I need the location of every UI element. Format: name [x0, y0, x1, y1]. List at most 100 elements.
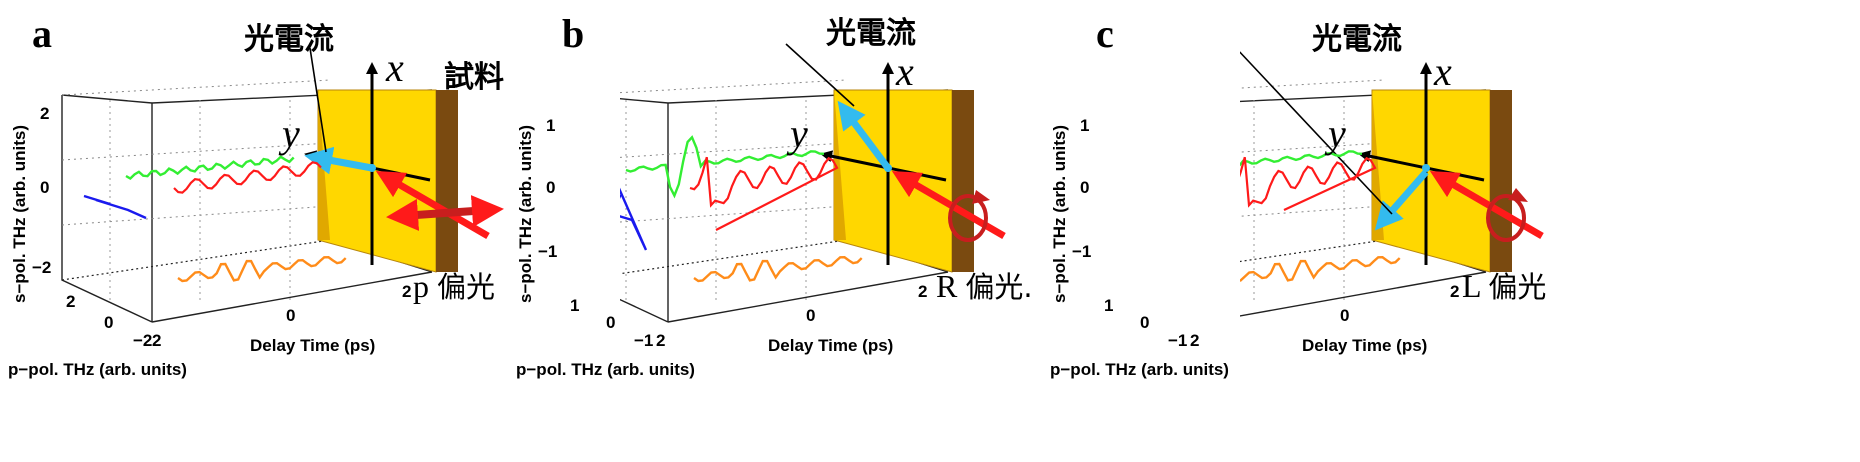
y-axis-var: y	[282, 111, 300, 156]
tick-p-mid: 0	[1140, 313, 1150, 332]
label-pointer	[1240, 51, 1393, 215]
x-axis-title: Delay Time (ps)	[1302, 336, 1428, 355]
tick-delay-2: 2	[1450, 282, 1460, 301]
polarization-text: 偏光	[1488, 270, 1547, 304]
tick-s-top: 1	[546, 116, 556, 135]
y-axis-var: y	[790, 111, 808, 156]
grid-line	[620, 142, 847, 158]
polarization-text: 偏光.	[965, 270, 1033, 304]
panel-b-plot	[620, 43, 1006, 323]
panel-label: b	[562, 11, 585, 56]
trace-delay-p	[1240, 256, 1401, 282]
tick-s-bottom: −2	[32, 258, 52, 277]
tick-s-bottom: −1	[538, 242, 558, 261]
polarization-label: R 偏光.	[936, 264, 1033, 306]
photocurrent-label: 光電流	[1312, 22, 1402, 57]
label-pointer	[785, 43, 855, 107]
y-axis-title: s−pol. THz (arb. units)	[516, 124, 535, 303]
tick-p-top: 1	[1104, 296, 1114, 315]
tick-s-mid: 0	[546, 178, 556, 197]
y-axis-var: y	[1328, 111, 1346, 156]
trace-s-p	[620, 187, 648, 251]
polarization-symbol: L	[1462, 268, 1481, 304]
sample-shade	[834, 90, 846, 240]
trace-delay-s	[1240, 150, 1363, 167]
x-axis-title: Delay Time (ps)	[768, 336, 894, 355]
grid-line	[620, 205, 847, 223]
grid-line	[61, 205, 331, 226]
box-edge-bottom	[1240, 271, 1487, 317]
grid-line	[620, 79, 847, 94]
panel-a-plot	[61, 47, 504, 323]
tick-delay-min: 2	[1190, 331, 1200, 350]
tick-p-mid: 0	[104, 313, 114, 332]
box-edge-bottom	[667, 271, 949, 323]
grid-line	[61, 142, 331, 161]
sample-face	[317, 89, 437, 273]
origin-dot	[1422, 164, 1430, 172]
trace-s-p	[83, 194, 147, 220]
panel-label: a	[32, 11, 52, 56]
sample-label: 試料	[444, 60, 504, 95]
trace-3d	[173, 161, 322, 194]
tick-s-mid: 0	[1080, 178, 1090, 197]
tick-p-bottom: −2	[133, 331, 153, 350]
grid-line	[1240, 79, 1385, 89]
polarization-symbol: p	[413, 268, 429, 304]
grid-line	[1240, 205, 1385, 217]
tick-delay-min: 2	[656, 331, 666, 350]
panel-c-plot	[1240, 51, 1544, 317]
tick-p-bottom: −1	[1168, 331, 1188, 350]
sample-side	[436, 90, 458, 272]
linear-polarization-arrow	[386, 195, 504, 231]
x-axis-title: Delay Time (ps)	[250, 336, 376, 355]
tick-delay-0: 0	[286, 306, 296, 325]
panel-c: c 光電流 x y L 偏光 1 0 −1 1 0 −1 2 0 2 Delay…	[1050, 0, 1860, 462]
box-edge-back-bottom	[1240, 239, 1385, 263]
tick-delay-2: 2	[402, 282, 412, 301]
sample-side	[1490, 90, 1512, 272]
box-edge-back-bottom	[620, 239, 847, 275]
trace-3d	[689, 156, 839, 231]
panel-a: a 光電流 試料 x y p 偏光 2 0 −2 2 0 −2 2 0 2 De…	[0, 0, 620, 462]
box-edge-bottom	[151, 271, 433, 323]
trace-delay-p	[177, 256, 347, 283]
tick-p-bottom: −1	[634, 331, 654, 350]
panel-b: b 光電流 x y R 偏光. 1 0 −1 1 0 −1 2 0 2 Dela…	[516, 0, 1240, 462]
tick-delay-2: 2	[918, 282, 928, 301]
trace-3d	[1240, 156, 1377, 211]
tick-s-bottom: −1	[1072, 242, 1092, 261]
polarization-symbol: R	[936, 268, 958, 304]
y-axis-title: s−pol. THz (arb. units)	[10, 124, 29, 303]
label-pointer	[309, 47, 327, 153]
origin-dot	[884, 164, 892, 172]
box-edge-topleft	[620, 98, 669, 104]
x-axis-var: x	[1434, 49, 1452, 94]
photocurrent-label: 光電流	[826, 16, 916, 51]
trace-delay-s	[125, 155, 295, 181]
grid-line	[1240, 142, 1385, 153]
sample-face	[1371, 89, 1491, 273]
photocurrent-label: 光電流	[244, 22, 334, 57]
circular-polarization-ring	[948, 194, 988, 242]
sample-side	[952, 90, 974, 272]
tick-s-mid: 0	[40, 178, 50, 197]
y-axis-title: s−pol. THz (arb. units)	[1050, 124, 1069, 303]
trace-delay-s	[625, 135, 825, 199]
polarization-label: L 偏光	[1462, 264, 1546, 306]
tick-p-top: 2	[66, 292, 76, 311]
x-axis-var: x	[386, 45, 404, 90]
circular-polarization-head	[1508, 188, 1528, 202]
circular-polarization-ring	[1486, 194, 1526, 242]
box-edge-back-bottom	[61, 239, 331, 281]
tick-delay-0: 0	[1340, 306, 1350, 325]
trace-delay-p	[693, 256, 863, 283]
panel-label: c	[1096, 11, 1114, 56]
origin-dot	[368, 164, 376, 172]
polarization-text: 偏光	[437, 270, 496, 304]
tick-p-mid: 0	[606, 313, 616, 332]
tick-s-top: 2	[40, 104, 50, 123]
tick-delay-min: 2	[152, 331, 162, 350]
polarization-label: p 偏光	[413, 264, 495, 306]
box-edge-topleft	[61, 94, 153, 104]
